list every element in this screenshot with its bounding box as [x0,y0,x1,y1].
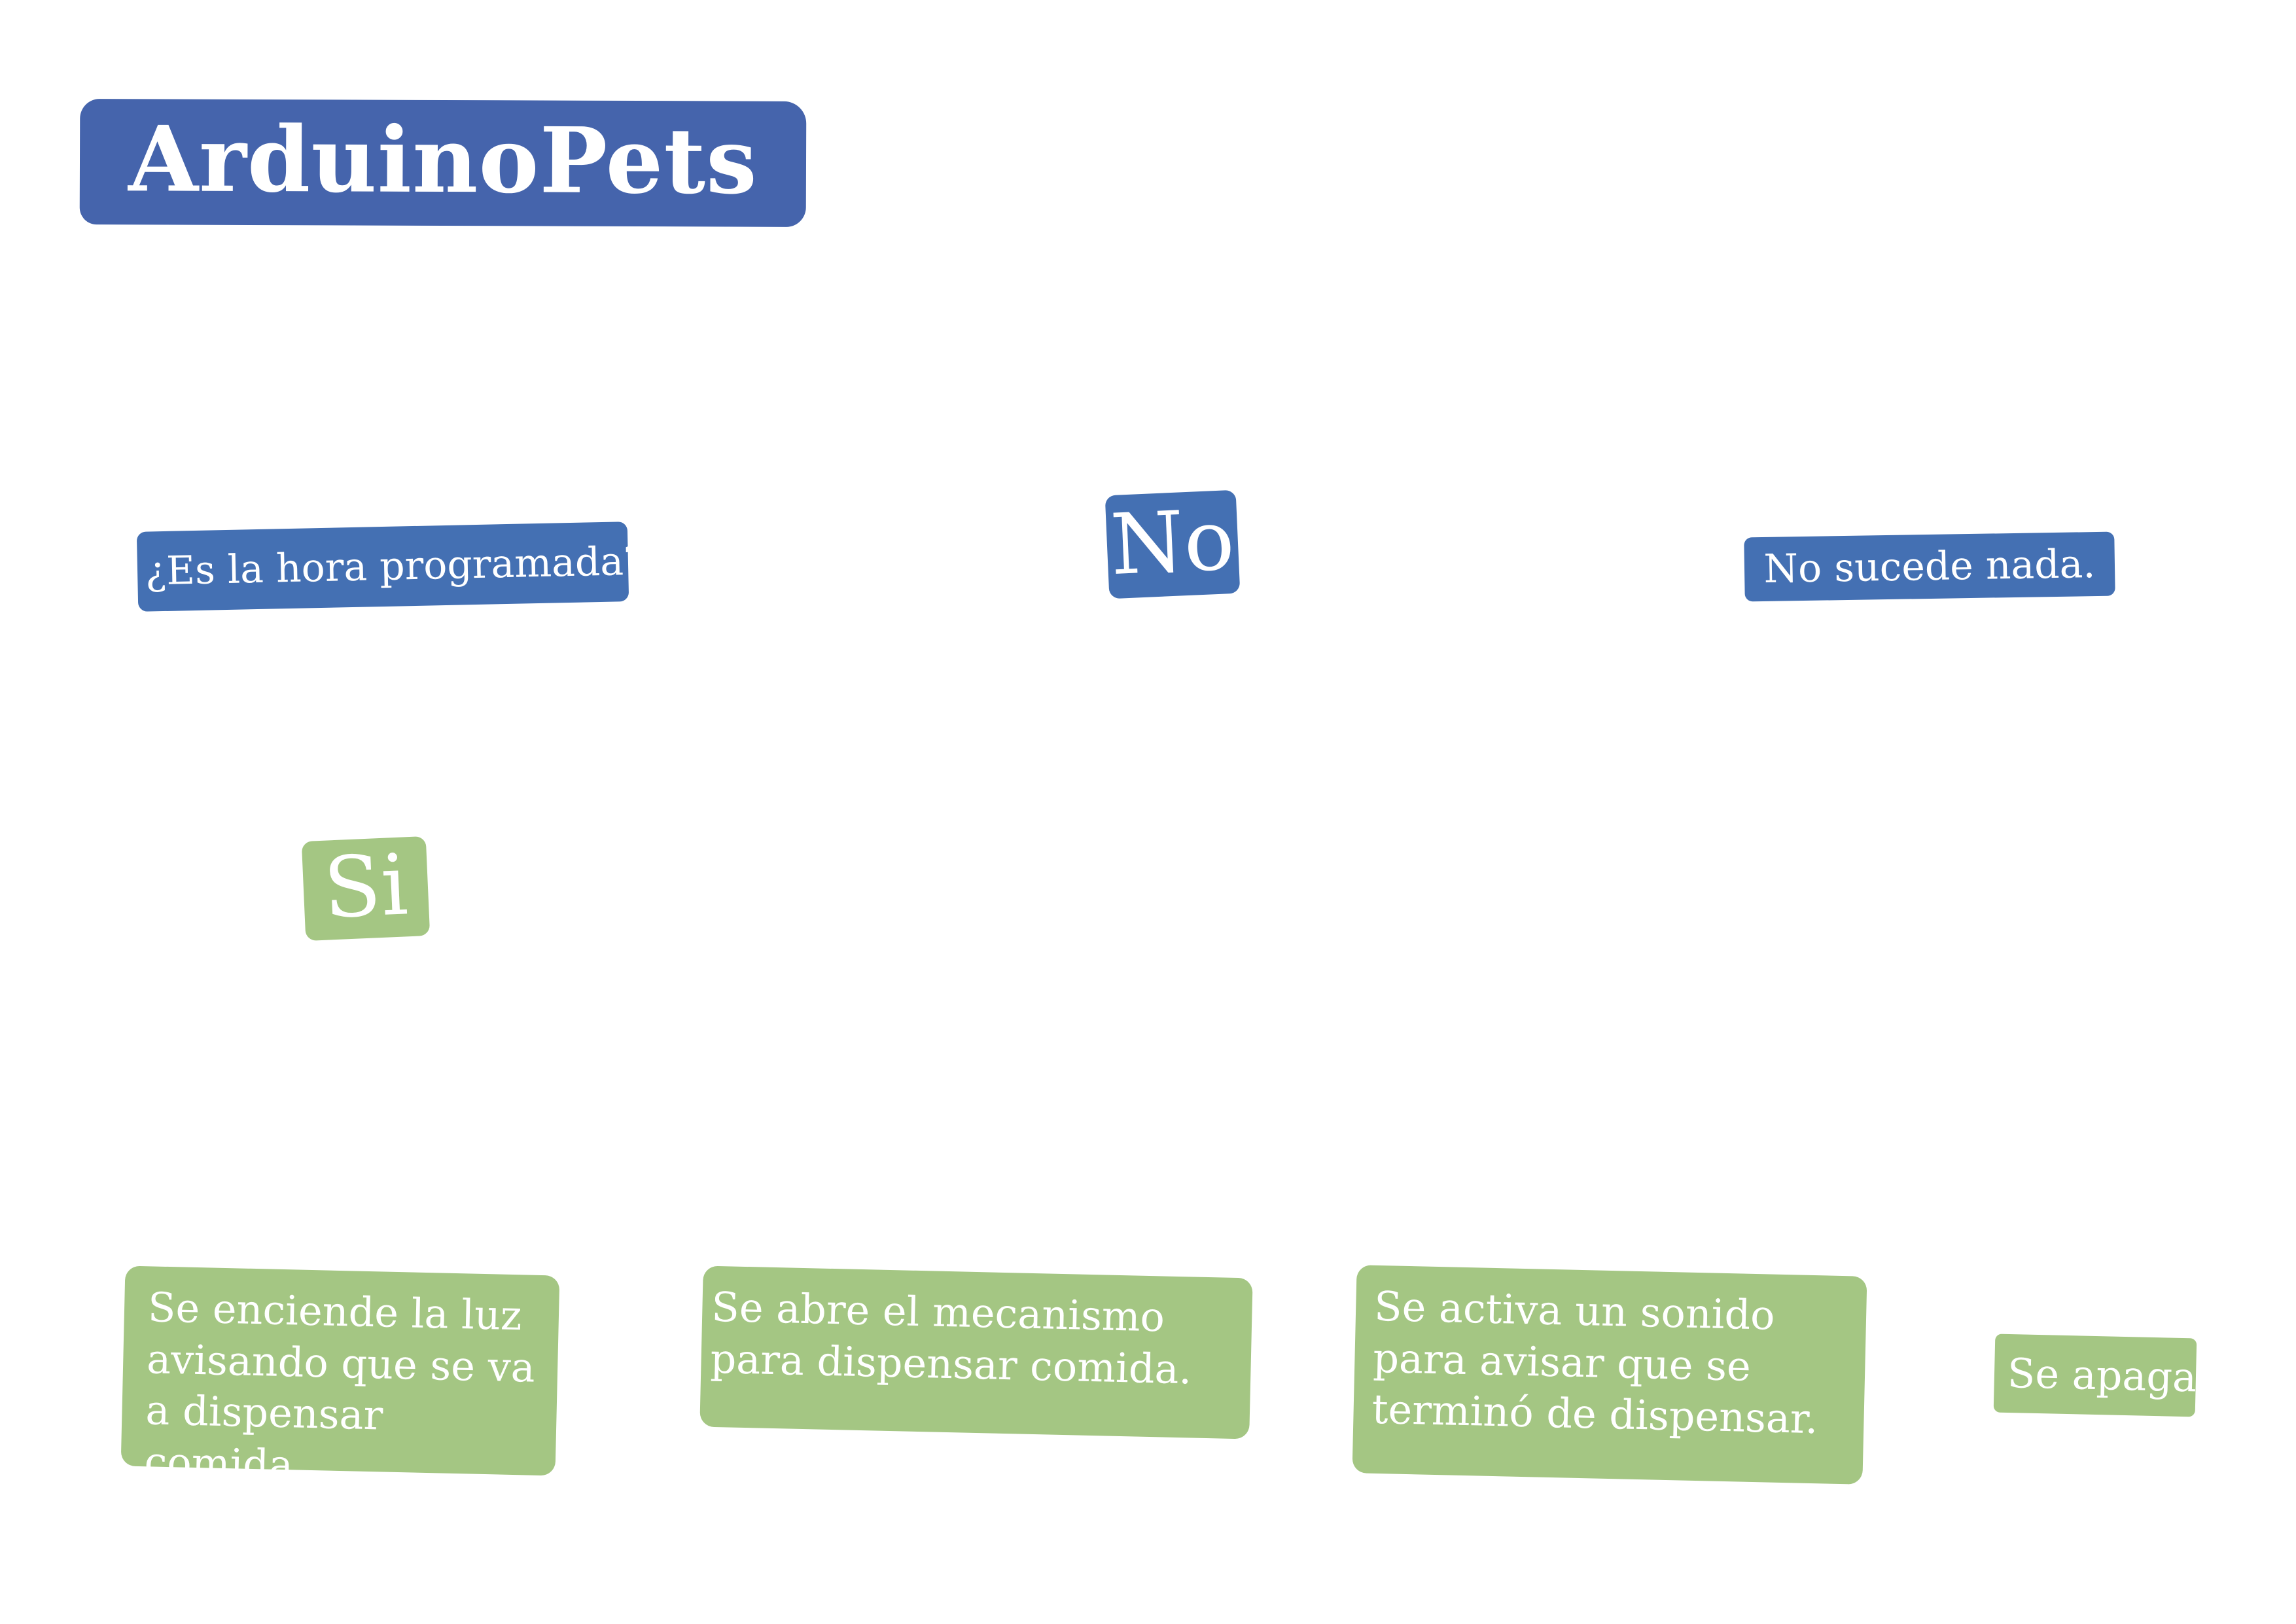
step-light-on: Se enciende la luz avisando que se va a … [120,1265,560,1489]
yes-branch-label: Si [301,836,431,942]
step-open-mechanism: Se abre el mecanismo para dispensar comi… [699,1265,1253,1439]
app-title: ArduinoPets [79,99,807,227]
question-node: ¿Es la hora programada? [136,521,645,612]
step-turn-off: Se apaga. [1993,1333,2210,1417]
no-branch-label: No [1104,489,1241,599]
step-sound-alert: Se activa un sonido para avisar que se t… [1352,1265,1867,1485]
no-result-node: No sucede nada. [1744,531,2115,602]
